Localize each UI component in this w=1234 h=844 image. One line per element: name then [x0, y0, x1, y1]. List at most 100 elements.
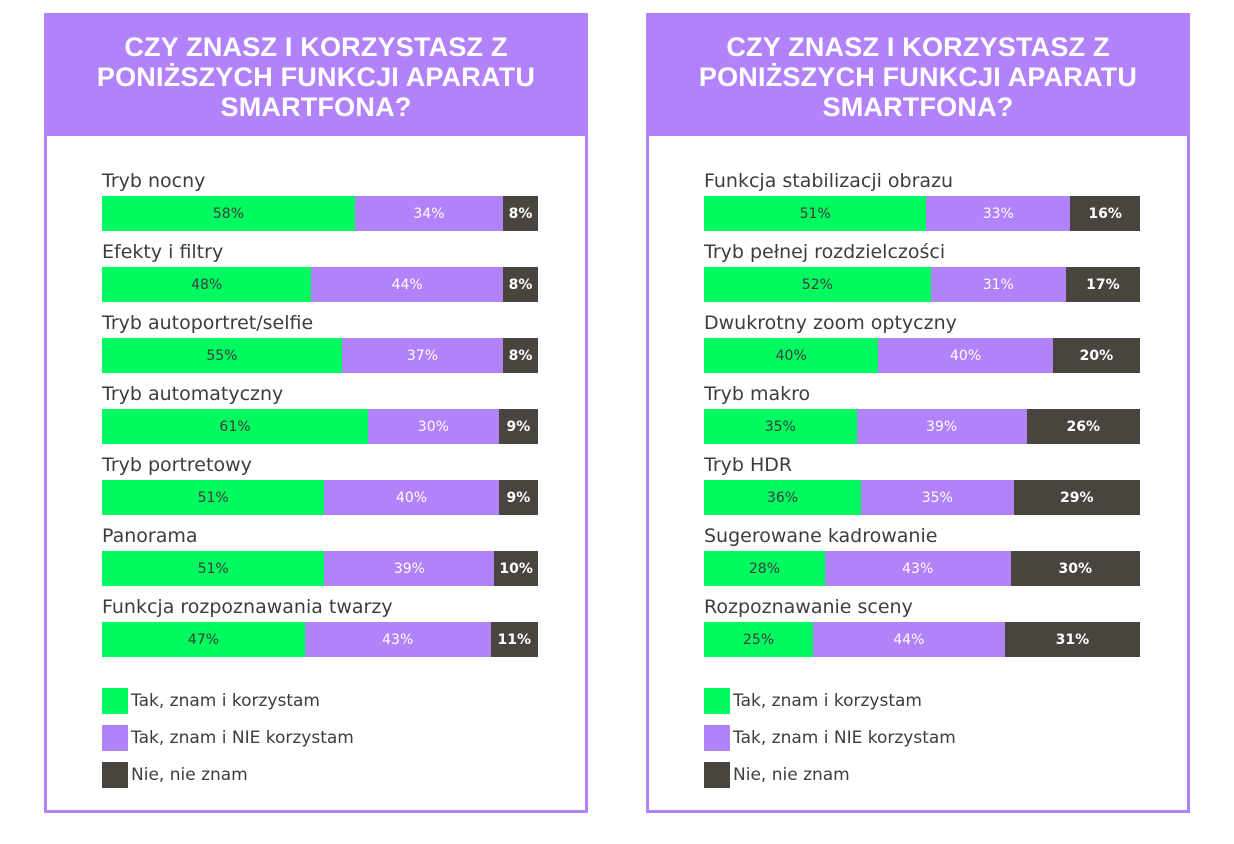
segment-nie-znam: 8%: [503, 196, 538, 231]
category-label: Efekty i filtry: [102, 241, 224, 263]
segment-nie-znam: 30%: [1010, 551, 1140, 586]
data-label: 55%: [206, 347, 238, 364]
segment-nie-korzystam: 30%: [367, 409, 499, 444]
category-label: Sugerowane kadrowanie: [704, 525, 938, 547]
category-label: Panorama: [102, 525, 198, 547]
data-label: 8%: [508, 205, 533, 222]
data-label: 30%: [417, 418, 449, 435]
segment-korzystam: 55%: [102, 338, 342, 373]
chart-title: CZY ZNASZ I KORZYSTASZ Z PONIŻSZYCH FUNK…: [96, 32, 536, 122]
stacked-bar: 35% 39% 26%: [704, 409, 1140, 444]
chart-panel-left: CZY ZNASZ I KORZYSTASZ Z PONIŻSZYCH FUNK…: [44, 13, 588, 813]
segment-nie-korzystam: 37%: [341, 338, 504, 373]
segment-nie-korzystam: 33%: [926, 196, 1071, 231]
stacked-bar: 51% 39% 10%: [102, 551, 538, 586]
legend-item: Nie, nie znam: [102, 762, 248, 788]
category-label: Funkcja stabilizacji obrazu: [704, 170, 954, 192]
stacked-bar: 25% 44% 31%: [704, 622, 1140, 657]
data-label: 31%: [982, 276, 1014, 293]
legend-swatch: [704, 762, 730, 788]
category-label: Tryb HDR: [704, 454, 793, 476]
legend-label: Nie, nie znam: [733, 765, 850, 785]
data-label: 51%: [197, 489, 229, 506]
category-label: Dwukrotny zoom optyczny: [704, 312, 957, 334]
segment-nie-znam: 9%: [498, 480, 538, 515]
category-label: Tryb nocny: [102, 170, 206, 192]
stacked-bar: 40% 40% 20%: [704, 338, 1140, 373]
segment-korzystam: 35%: [704, 409, 857, 444]
segment-korzystam: 36%: [704, 480, 861, 515]
data-label: 58%: [212, 205, 244, 222]
panel-header: CZY ZNASZ I KORZYSTASZ Z PONIŻSZYCH FUNK…: [649, 16, 1187, 136]
data-label: 26%: [1066, 418, 1101, 435]
stacked-bar: 52% 31% 17%: [704, 267, 1140, 302]
stacked-bar: 51% 33% 16%: [704, 196, 1140, 231]
segment-nie-korzystam: 39%: [324, 551, 495, 586]
segment-korzystam: 48%: [102, 267, 312, 302]
data-label: 44%: [391, 276, 423, 293]
data-label: 36%: [766, 489, 799, 506]
data-label: 28%: [748, 560, 780, 577]
data-label: 51%: [197, 560, 229, 577]
chart-title: CZY ZNASZ I KORZYSTASZ Z PONIŻSZYCH FUNK…: [698, 32, 1138, 122]
data-label: 51%: [799, 205, 831, 222]
data-label: 16%: [1088, 205, 1122, 222]
segment-nie-korzystam: 44%: [813, 622, 1005, 657]
data-label: 35%: [764, 418, 796, 435]
data-label: 9%: [506, 418, 531, 435]
category-label: Tryb autoportret/selfie: [102, 312, 314, 334]
data-label: 44%: [893, 631, 925, 648]
data-label: 25%: [742, 631, 775, 648]
segment-korzystam: 58%: [102, 196, 355, 231]
segment-nie-znam: 31%: [1004, 622, 1140, 657]
category-label: Tryb automatyczny: [102, 383, 284, 405]
segment-nie-znam: 11%: [490, 622, 538, 657]
data-label: 37%: [406, 347, 439, 364]
segment-nie-znam: 26%: [1026, 409, 1140, 444]
data-label: 33%: [982, 205, 1014, 222]
category-label: Funkcja rozpoznawania twarzy: [102, 596, 393, 618]
legend-item: Tak, znam i korzystam: [102, 688, 320, 714]
legend-label: Tak, znam i NIE korzystam: [733, 728, 956, 748]
segment-korzystam: 51%: [102, 480, 325, 515]
data-label: 30%: [1058, 560, 1092, 577]
segment-korzystam: 40%: [704, 338, 879, 373]
data-label: 40%: [775, 347, 807, 364]
data-label: 20%: [1079, 347, 1114, 364]
segment-nie-korzystam: 40%: [324, 480, 499, 515]
data-label: 34%: [413, 205, 445, 222]
stacked-bar: 58% 34% 8%: [102, 196, 538, 231]
legend-label: Tak, znam i NIE korzystam: [131, 728, 354, 748]
segment-nie-znam: 29%: [1013, 480, 1140, 515]
stacked-bar: 47% 43% 11%: [102, 622, 538, 657]
segment-nie-znam: 16%: [1070, 196, 1140, 231]
segment-nie-znam: 8%: [503, 338, 538, 373]
stacked-bar: 28% 43% 30%: [704, 551, 1140, 586]
data-label: 17%: [1086, 276, 1120, 293]
legend-swatch: [102, 762, 128, 788]
segment-nie-znam: 9%: [498, 409, 538, 444]
data-label: 8%: [508, 347, 533, 364]
segment-nie-znam: 17%: [1065, 267, 1140, 302]
stacked-bar: 36% 35% 29%: [704, 480, 1140, 515]
data-label: 39%: [393, 560, 425, 577]
data-label: 11%: [497, 631, 532, 648]
legend-swatch: [704, 688, 730, 714]
legend-swatch: [704, 725, 730, 751]
segment-korzystam: 52%: [704, 267, 931, 302]
stacked-bar: 51% 40% 9%: [102, 480, 538, 515]
data-label: 9%: [506, 489, 531, 506]
segment-nie-korzystam: 34%: [354, 196, 504, 231]
legend-swatch: [102, 688, 128, 714]
category-label: Tryb makro: [704, 383, 811, 405]
stacked-bar: 48% 44% 8%: [102, 267, 538, 302]
data-label: 43%: [902, 560, 934, 577]
segment-korzystam: 25%: [704, 622, 813, 657]
legend-label: Nie, nie znam: [131, 765, 248, 785]
category-label: Rozpoznawanie sceny: [704, 596, 913, 618]
segment-korzystam: 51%: [102, 551, 325, 586]
legend-swatch: [102, 725, 128, 751]
segment-korzystam: 47%: [102, 622, 305, 657]
data-label: 39%: [926, 418, 958, 435]
